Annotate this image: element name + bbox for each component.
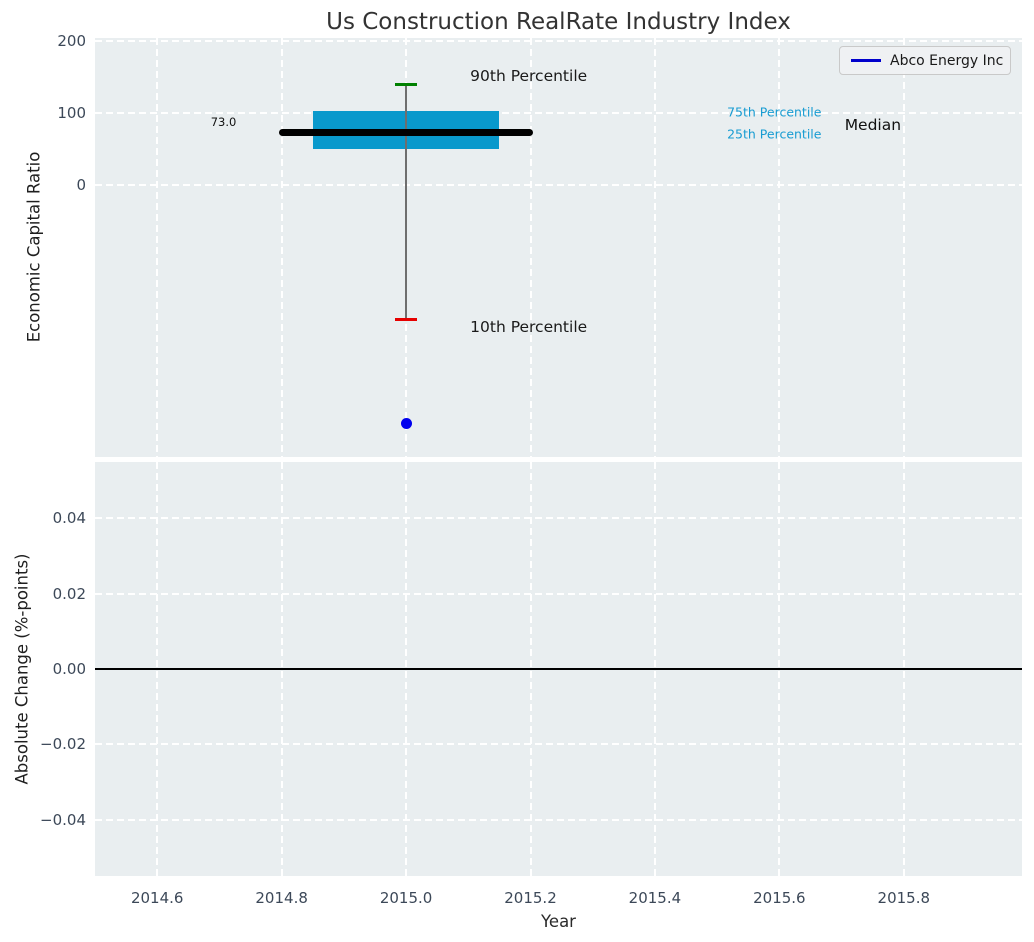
chart-title: Us Construction RealRate Industry Index <box>326 9 791 35</box>
label-10th-percentile: 10th Percentile <box>470 317 588 336</box>
y-tick-label: −0.02 <box>40 735 86 754</box>
median-line <box>278 129 534 137</box>
bottom-plot-area <box>95 462 1022 876</box>
horizontal-gridline <box>95 818 1022 821</box>
label-median-value: 73.0 <box>210 114 237 129</box>
x-tick-label: 2014.8 <box>255 889 308 907</box>
y-tick-label: 0.02 <box>52 584 86 603</box>
x-tick-label: 2015.6 <box>753 889 806 907</box>
x-tick-label: 2015.8 <box>877 889 931 907</box>
x-tick-label: 2014.6 <box>130 889 184 907</box>
horizontal-gridline <box>95 39 1022 42</box>
label-25th-percentile: 25th Percentile <box>727 126 822 142</box>
whisker-line <box>405 84 408 320</box>
zero-line <box>95 668 1022 670</box>
y-tick-label: 0.04 <box>52 509 86 528</box>
company-point <box>400 418 412 430</box>
horizontal-gridline <box>95 517 1022 520</box>
vertical-gridline <box>778 38 781 457</box>
p90-cap <box>395 82 417 86</box>
label-75th-percentile: 75th Percentile <box>727 104 822 120</box>
legend-line-sample <box>851 59 881 62</box>
horizontal-gridline <box>95 592 1022 595</box>
y-tick-label: 200 <box>57 31 86 50</box>
horizontal-gridline <box>95 743 1022 746</box>
y-tick-label: 0 <box>76 176 86 195</box>
y-tick-label: 100 <box>57 104 86 123</box>
label-median: Median <box>844 115 902 134</box>
legend-label: Abco Energy Inc <box>890 52 1004 69</box>
horizontal-gridline <box>95 184 1022 187</box>
vertical-gridline <box>529 38 532 457</box>
legend: Abco Energy Inc <box>839 46 1011 75</box>
x-tick-label: 2015.4 <box>628 889 682 907</box>
vertical-gridline <box>653 38 656 457</box>
p10-cap <box>395 317 417 321</box>
top-plot-area: 90th Percentile 10th Percentile 75th Perce… <box>95 38 1022 457</box>
x-tick-label: 2015.2 <box>504 889 557 907</box>
vertical-gridline <box>280 38 283 457</box>
x-axis-label: Year <box>541 912 576 931</box>
x-tick-label: 2015.0 <box>379 889 433 907</box>
y-tick-label: 0.00 <box>52 660 86 678</box>
label-90th-percentile: 90th Percentile <box>470 66 588 85</box>
y-tick-label: −0.04 <box>40 810 86 829</box>
vertical-gridline <box>156 38 159 457</box>
horizontal-gridline <box>95 112 1022 115</box>
vertical-gridline <box>902 38 905 457</box>
